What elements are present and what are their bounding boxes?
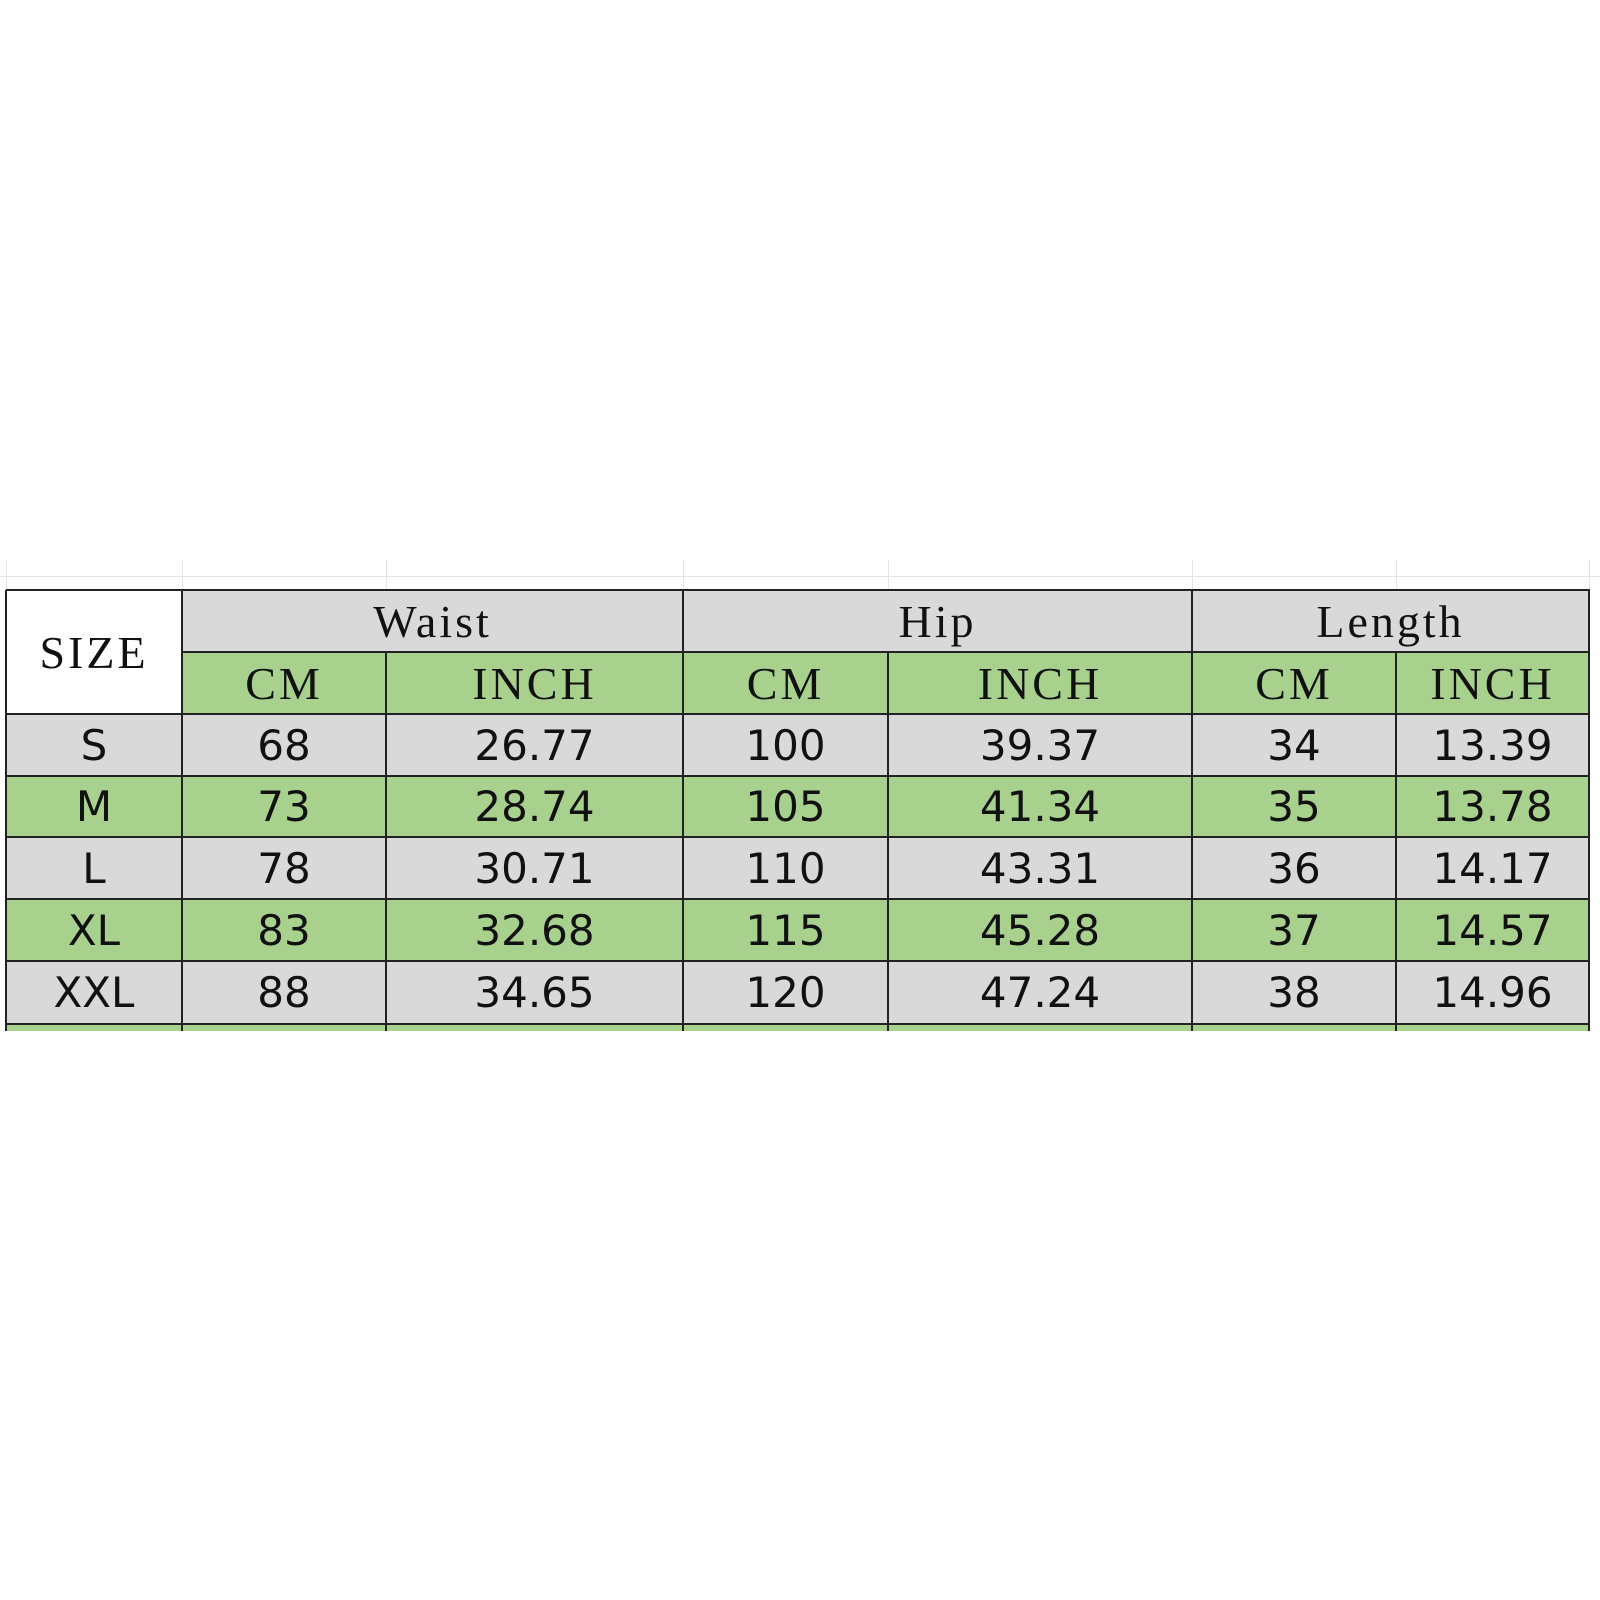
sheet-grid-line — [683, 560, 684, 590]
border-line — [6, 898, 1590, 900]
value-cell: 35 — [1192, 776, 1396, 837]
border-line — [182, 651, 1590, 653]
value-cell: 32.68 — [386, 899, 683, 961]
group-header: Waist — [182, 590, 683, 652]
value-cell: 13.39 — [1396, 714, 1589, 776]
border-line — [682, 590, 684, 1031]
size-cell: M — [6, 776, 182, 837]
value-cell: 68 — [182, 714, 386, 776]
value-cell: 45.28 — [888, 899, 1192, 961]
unit-header: INCH — [386, 652, 683, 714]
value-cell: 36 — [1192, 837, 1396, 899]
value-cell: 120 — [683, 961, 888, 1024]
border-line — [181, 590, 183, 1031]
value-cell: 83 — [182, 899, 386, 961]
value-cell: 14.57 — [1396, 899, 1589, 961]
border-line — [1588, 590, 1590, 1031]
value-cell: 34.65 — [386, 961, 683, 1024]
value-cell: 30.71 — [386, 837, 683, 899]
border-line — [6, 775, 1590, 777]
value-cell: 105 — [683, 776, 888, 837]
border-line — [1395, 652, 1397, 1031]
size-cell: L — [6, 837, 182, 899]
value-cell: 47.24 — [888, 961, 1192, 1024]
value-cell: 28.74 — [386, 776, 683, 837]
size-cell: XXL — [6, 961, 182, 1024]
border-line — [6, 960, 1590, 962]
border-line — [6, 836, 1590, 838]
value-cell: 115 — [683, 899, 888, 961]
sheet-grid-line — [1589, 560, 1590, 590]
value-cell: 14.96 — [1396, 961, 1589, 1024]
group-header: Hip — [683, 590, 1192, 652]
size-cell: XL — [6, 899, 182, 961]
value-cell: 39.37 — [888, 714, 1192, 776]
border-line — [385, 652, 387, 1031]
value-cell: 78 — [182, 837, 386, 899]
unit-header: CM — [1192, 652, 1396, 714]
border-line — [5, 590, 7, 1031]
border-line — [887, 652, 889, 1031]
sheet-grid-line — [6, 560, 7, 590]
sheet-grid-line — [0, 576, 1600, 577]
sheet-grid-line — [386, 560, 387, 590]
border-line — [6, 713, 1590, 715]
sheet-grid-line — [1396, 560, 1397, 590]
border-line — [6, 1023, 1590, 1025]
unit-header: CM — [182, 652, 386, 714]
value-cell: 88 — [182, 961, 386, 1024]
group-header: Length — [1192, 590, 1589, 652]
unit-header: INCH — [888, 652, 1192, 714]
value-cell: 26.77 — [386, 714, 683, 776]
value-cell: 38 — [1192, 961, 1396, 1024]
value-cell: 41.34 — [888, 776, 1192, 837]
border-line — [6, 589, 1590, 591]
value-cell: 14.17 — [1396, 837, 1589, 899]
size-cell: S — [6, 714, 182, 776]
value-cell: 100 — [683, 714, 888, 776]
value-cell: 34 — [1192, 714, 1396, 776]
unit-header: CM — [683, 652, 888, 714]
border-line — [1191, 590, 1193, 1031]
corner-cell: SIZE — [6, 590, 182, 714]
value-cell: 13.78 — [1396, 776, 1589, 837]
unit-header: INCH — [1396, 652, 1589, 714]
sheet-grid-line — [182, 560, 183, 590]
value-cell: 110 — [683, 837, 888, 899]
sheet-grid-line — [1192, 560, 1193, 590]
value-cell: 43.31 — [888, 837, 1192, 899]
cut-row — [6, 1024, 1589, 1031]
sheet-grid-line — [888, 560, 889, 590]
value-cell: 73 — [182, 776, 386, 837]
value-cell: 37 — [1192, 899, 1396, 961]
